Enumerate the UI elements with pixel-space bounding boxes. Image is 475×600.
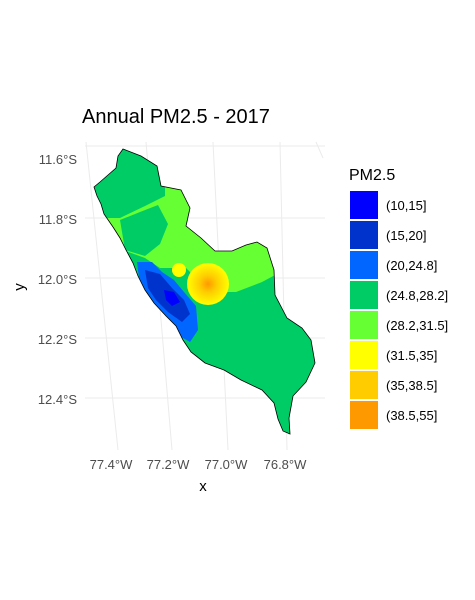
lat-tick-label: 12.0°S	[38, 272, 78, 287]
lat-tick-label: 11.6°S	[39, 152, 78, 167]
lat-tick-label: 12.4°S	[38, 392, 78, 407]
legend-label: (24.8,28.2]	[386, 288, 448, 303]
legend-swatch	[350, 311, 378, 339]
legend-swatch	[350, 341, 378, 369]
grid-lon-76-6	[315, 141, 324, 159]
lat-tick-label: 11.8°S	[39, 212, 78, 227]
lima-boundary	[93, 148, 316, 435]
legend-label: (15,20]	[386, 228, 426, 243]
raster-coast-mid-green	[120, 205, 168, 256]
lon-tick-label: 77.0°W	[205, 457, 249, 472]
plot-title: Annual PM2.5 - 2017	[82, 106, 270, 128]
legend-label: (20,24.8]	[386, 258, 437, 273]
raster-hotspot-small	[172, 263, 186, 277]
lon-tick-labels: 77.4°W 77.2°W 77.0°W 76.8°W	[90, 457, 308, 472]
lat-tick-labels: 11.6°S 11.8°S 12.0°S 12.2°S 12.4°S	[38, 152, 78, 407]
raster-hotspot-main	[187, 263, 229, 305]
legend-swatch	[350, 251, 378, 279]
lima-pm25-raster	[94, 149, 315, 434]
legend-swatch	[350, 191, 378, 219]
raster-coast-10-15	[164, 290, 180, 306]
lon-tick-label: 77.2°W	[147, 457, 191, 472]
legend-label: (10,15]	[386, 198, 426, 213]
legend-label: (28.2,31.5]	[386, 318, 448, 333]
legend: PM2.5 (10,15] (15,20] (20,24.8] (24.8,28.2]…	[349, 167, 448, 429]
legend-swatch	[350, 401, 378, 429]
legend-swatch	[350, 221, 378, 249]
legend-swatch	[350, 281, 378, 309]
legend-swatch	[350, 371, 378, 399]
legend-label: (31.5,35]	[386, 348, 437, 363]
x-axis-title: x	[199, 478, 207, 495]
legend-label: (35,38.5]	[386, 378, 437, 393]
lon-tick-label: 76.8°W	[264, 457, 308, 472]
y-axis-title: y	[11, 283, 28, 291]
legend-items: (10,15] (15,20] (20,24.8] (24.8,28.2] (28.2,…	[350, 191, 448, 429]
lon-tick-label: 77.4°W	[90, 457, 134, 472]
legend-label: (38.5,55]	[386, 408, 437, 423]
legend-title: PM2.5	[349, 167, 395, 184]
grid-lon-77-4	[85, 141, 119, 451]
lat-tick-label: 12.2°S	[38, 332, 78, 347]
